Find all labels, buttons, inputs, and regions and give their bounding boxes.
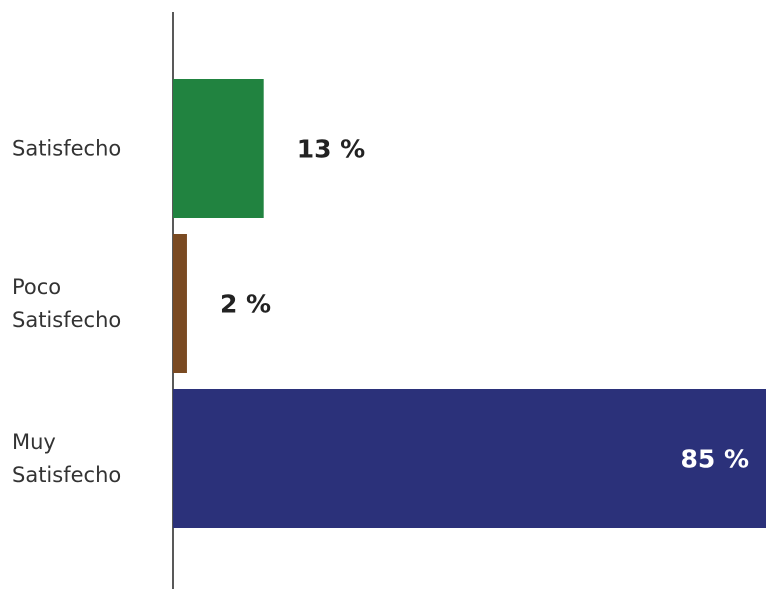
value-label-0: 13 % — [297, 135, 366, 164]
category-label-0: Satisfecho — [12, 137, 121, 161]
bar-0 — [173, 79, 264, 218]
category-labels-group: Satisfecho Poco Satisfecho Muy Satisfecho — [12, 137, 121, 488]
value-labels-group: 13 % 2 % 85 % — [220, 135, 749, 474]
value-label-1: 2 % — [220, 290, 271, 319]
category-label-2: Muy Satisfecho — [12, 430, 121, 487]
category-label-1: Poco Satisfecho — [12, 275, 121, 332]
bar-2 — [173, 389, 766, 528]
bars-group — [173, 79, 766, 528]
bar-1 — [173, 234, 187, 373]
value-label-2: 85 % — [680, 445, 749, 474]
